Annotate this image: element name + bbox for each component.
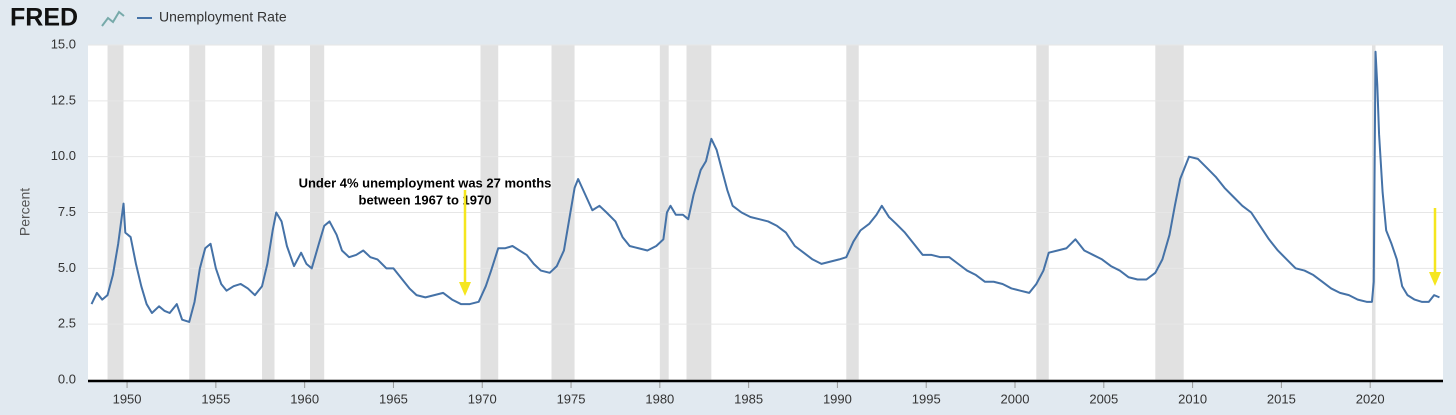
x-tick-label: 2000 [1001,391,1030,406]
y-axis-label: Percent [17,188,33,236]
annotation: between 1967 to 1970 [359,192,492,207]
y-tick-label: 0.0 [58,371,76,386]
y-tick-label: 12.5 [51,92,76,107]
x-tick-label: 2020 [1356,391,1385,406]
y-tick-label: 15.0 [51,36,76,51]
logo: FRED [10,4,78,32]
y-tick-label: 10.0 [51,148,76,163]
x-tick-label: 2005 [1089,391,1118,406]
y-tick-label: 2.5 [58,316,76,331]
x-tick-label: 1965 [379,391,408,406]
plot: 0.0 2.5 5.0 7.5 10.0 12.5 15.0 1950 1955 1960 1965… [51,36,1443,406]
x-tick-label: 2010 [1178,391,1207,406]
x-tick-label: 1970 [468,391,497,406]
x-tick-label: 1955 [201,391,230,406]
x-tick-label: 1960 [290,391,319,406]
y-tick-label: 7.5 [58,204,76,219]
arrow [459,190,471,296]
data-line [90,50,1440,323]
x-tick-label: 1950 [113,391,142,406]
annotation: Under 4% unemployment was 27 months [299,175,552,190]
logo-icon [101,10,125,27]
legend-label: Unemployment Rate [159,9,287,25]
x-tick-label: 1995 [912,391,941,406]
x-tick-label: 1990 [823,391,852,406]
x-tick-label: 1975 [557,391,586,406]
x-tick-label: 1985 [734,391,763,406]
x-tick-label: 1980 [645,391,674,406]
arrow [1429,208,1441,286]
y-tick-label: 5.0 [58,260,76,275]
x-tick-label: 2015 [1267,391,1296,406]
